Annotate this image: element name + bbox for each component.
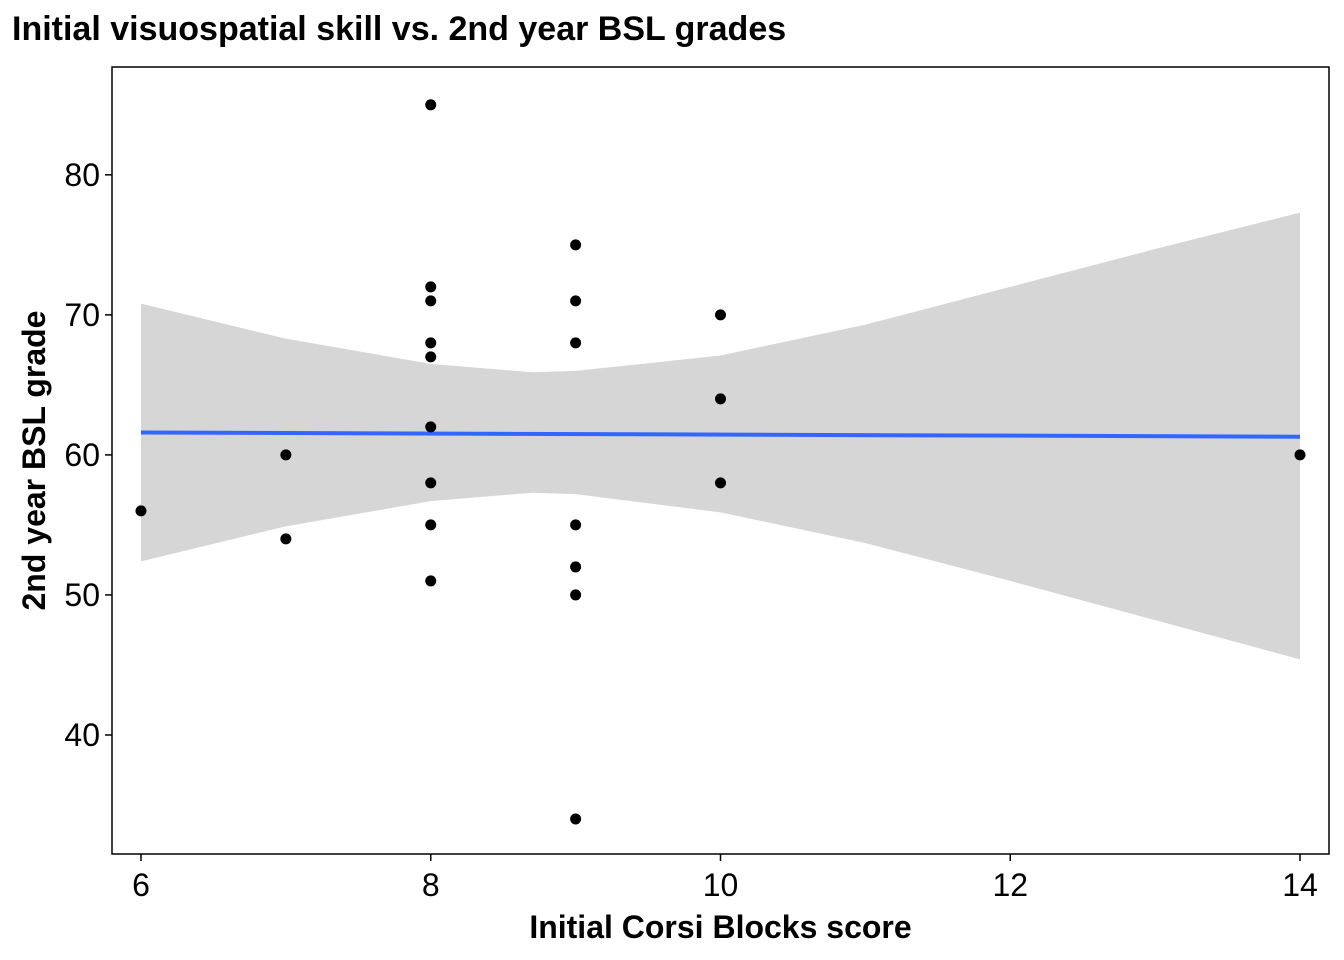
data-point [570,813,582,825]
data-point [570,519,582,531]
data-point [570,337,582,349]
x-tick-label: 6 [132,867,150,903]
x-tick-label: 14 [1282,867,1318,903]
data-point [425,99,437,111]
x-tick-label: 8 [422,867,440,903]
data-point [135,505,147,517]
regression-line [140,430,1301,439]
y-tick-label: 40 [64,717,100,753]
data-point [280,533,292,545]
fit-line-layer [140,430,1301,439]
x-tick-label: 12 [992,867,1028,903]
data-points-layer [135,99,1306,825]
data-point [425,575,437,587]
data-point [570,295,582,307]
data-point [1294,449,1306,461]
x-tick-label: 10 [703,867,739,903]
data-point [425,477,437,489]
x-axis-title: Initial Corsi Blocks score [529,909,911,945]
data-point [570,589,582,601]
data-point [425,351,437,363]
data-point [425,295,437,307]
data-point [425,519,437,531]
x-axis: 6 8 10 12 14 [132,854,1318,903]
chart-title: Initial visuospatial skill vs. 2nd year … [12,10,787,48]
data-point [570,561,582,573]
y-axis: 40 50 60 70 80 [64,157,112,753]
y-tick-label: 50 [64,577,100,613]
data-point [715,309,726,321]
data-point [715,393,726,405]
data-point [425,337,437,349]
data-point [570,239,582,251]
data-point [280,449,292,461]
y-tick-label: 70 [64,297,100,333]
data-point [425,281,437,293]
y-tick-label: 60 [64,437,100,473]
y-tick-label: 80 [64,157,100,193]
data-point [715,477,726,489]
data-point [425,421,437,433]
y-axis-title: 2nd year BSL grade [16,311,52,611]
